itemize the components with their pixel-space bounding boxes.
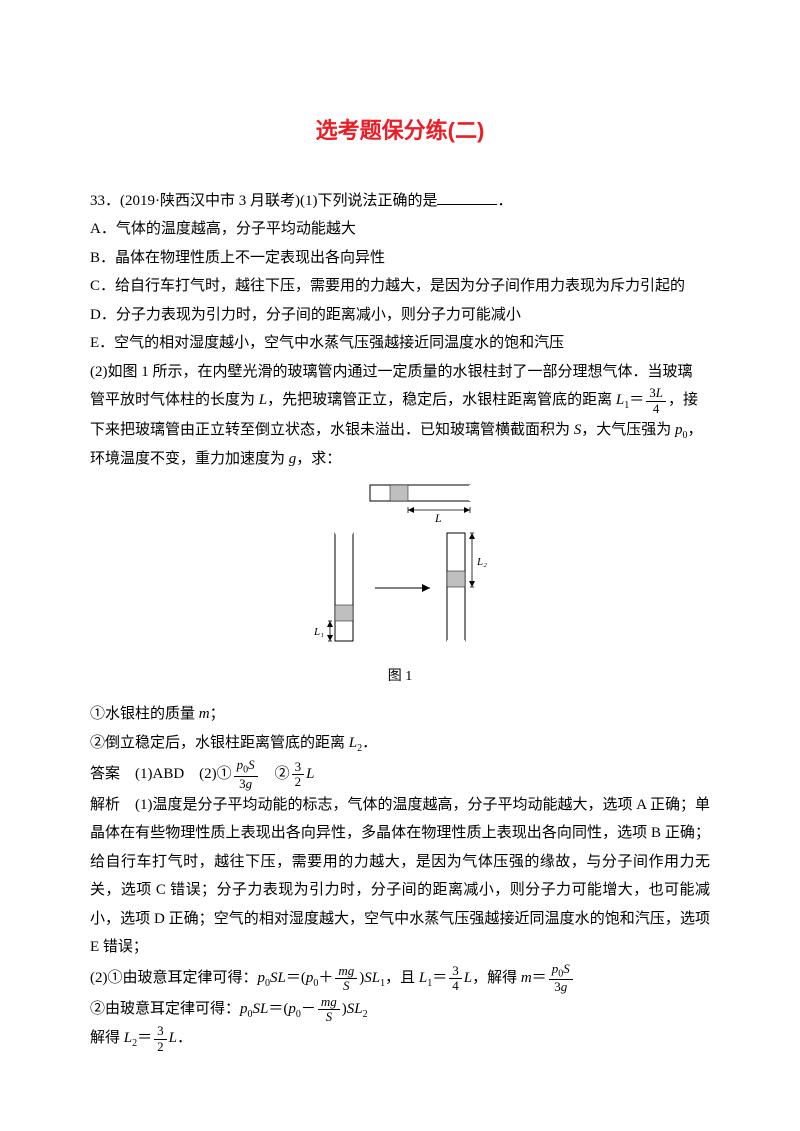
frac-mg-S: mgS — [335, 964, 357, 994]
var-L2b: L — [349, 735, 357, 751]
exp4-b: ． — [177, 1031, 192, 1047]
var-L-ans: L — [306, 766, 314, 782]
p2c-seg1: 下来把玻璃管由正立转至倒立状态，水银未溢出．已知玻璃管横截面积为 — [90, 422, 574, 438]
part2-line3: 下来把玻璃管由正立转至倒立状态，水银未溢出．已知玻璃管横截面积为 S，大气压强为… — [90, 416, 710, 445]
exp-label: 解析 — [90, 797, 135, 813]
answer-line: 答案 (1)ABD (2)①p0S3g ②32L — [90, 758, 710, 791]
page-container: 选考题保分练(二) 33．(2019·陕西汉中市 3 月联考)(1)下列说法正确… — [0, 0, 800, 1131]
figure-1: L L₁ L₂ — [90, 483, 710, 659]
frac-p0S-3g: p0S3g — [549, 962, 573, 995]
part2-line4: 环境温度不变，重力加速度为 g，求： — [90, 445, 710, 474]
answer-label: 答案 (1)ABD (2)① — [90, 766, 232, 782]
svg-text:L₁: L₁ — [313, 626, 324, 638]
sub2-a: ②倒立稳定后，水银柱距离管底的距离 — [90, 735, 349, 751]
exp2-b: ，且 — [385, 970, 419, 986]
var-L: L — [259, 393, 267, 409]
p2b-seg2: ，先把玻璃管正立，稳定后，水银柱距离管底的距离 — [267, 393, 616, 409]
frac-3L-4: 3L4 — [646, 386, 666, 416]
var-p0: p — [675, 422, 683, 438]
sub2-b: ． — [362, 735, 377, 751]
svg-text:L₂: L₂ — [476, 556, 487, 568]
option-c: C．给自行车打气时，越往下压，需要用的力越大，是因为分子间作用力表现为斥力引起的 — [90, 272, 710, 301]
frac-ans2: 32 — [292, 760, 305, 790]
q33-intro-text: 33．(2019·陕西汉中市 3 月联考)(1)下列说法正确的是 — [90, 193, 437, 209]
p2b-seg3: ，接 — [668, 393, 698, 409]
eq-p0: p — [258, 970, 266, 986]
q33-period: ． — [497, 193, 512, 209]
sub1-b: ； — [210, 706, 225, 722]
p2c-seg3: ， — [688, 422, 703, 438]
frac-3-2: 32 — [154, 1024, 167, 1054]
p2b-seg1: 管平放时气体柱的长度为 — [90, 393, 259, 409]
exp2-c: ，解得 — [472, 970, 521, 986]
p2d-seg2: ，求： — [296, 451, 341, 467]
sub1-a: ①水银柱的质量 — [90, 706, 199, 722]
page-title: 选考题保分练(二) — [90, 110, 710, 152]
sub-question-2: ②倒立稳定后，水银柱距离管底的距离 L2． — [90, 729, 710, 758]
option-a: A．气体的温度越高，分子平均动能越大 — [90, 215, 710, 244]
exp2-a: (2)①由玻意耳定律可得： — [90, 970, 258, 986]
svg-text:L: L — [434, 511, 442, 525]
figure-caption: 图 1 — [90, 664, 710, 691]
explanation-2: (2)①由玻意耳定律可得：p0SL＝(p0＋mgS)SL1，且 L1＝34L，解… — [90, 962, 710, 995]
var-m: m — [199, 706, 210, 722]
question-33-intro: 33．(2019·陕西汉中市 3 月联考)(1)下列说法正确的是 ． — [90, 187, 710, 216]
frac-3-4: 34 — [449, 964, 462, 994]
exp4-a: 解得 — [90, 1031, 124, 1047]
frac-mg-S-2: mgS — [318, 995, 340, 1025]
diagram-svg: L L₁ L₂ — [275, 483, 525, 648]
explanation-4: 解得 L2＝32L． — [90, 1024, 710, 1054]
var-L1: L — [616, 393, 624, 409]
option-e: E．空气的相对湿度越小，空气中水蒸气压强越接近同温度水的饱和汽压 — [90, 329, 710, 358]
option-b: B．晶体在物理性质上不一定表现出各向异性 — [90, 244, 710, 273]
answer-mid: ② — [260, 766, 290, 782]
frac-ans1: p0S3g — [234, 758, 258, 791]
part2-line1: (2)如图 1 所示，在内壁光滑的玻璃管内通过一定质量的水银柱封了一部分理想气体… — [90, 358, 710, 387]
option-d: D．分子力表现为引力时，分子间的距离减小，则分子力可能减小 — [90, 301, 710, 330]
exp1-text: (1)温度是分子平均动能的标志，气体的温度越高，分子平均动能越大，选项 A 正确… — [90, 797, 710, 956]
p2c-seg2: ，大气压强为 — [581, 422, 675, 438]
part2-line2: 管平放时气体柱的长度为 L，先把玻璃管正立，稳定后，水银柱距离管底的距离 L1＝… — [90, 386, 710, 416]
answer-blank — [437, 189, 497, 205]
explanation-1: 解析 (1)温度是分子平均动能的标志，气体的温度越高，分子平均动能越大，选项 A… — [90, 791, 710, 962]
exp3-a: ②由玻意耳定律可得： — [90, 1001, 240, 1017]
sub-question-1: ①水银柱的质量 m； — [90, 700, 710, 729]
sub-1: 1 — [624, 401, 629, 412]
explanation-3: ②由玻意耳定律可得：p0SL＝(p0－mgS)SL2 — [90, 995, 710, 1025]
p2d-seg1: 环境温度不变，重力加速度为 — [90, 451, 289, 467]
